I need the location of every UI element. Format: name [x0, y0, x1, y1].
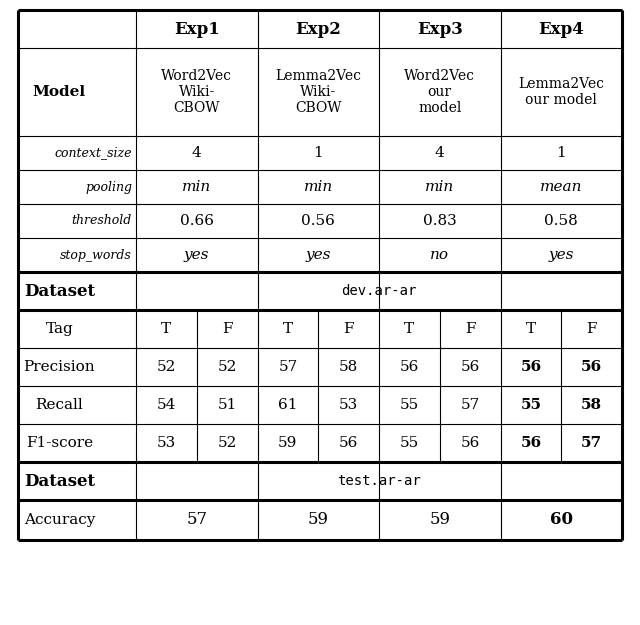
Text: 59: 59	[308, 511, 329, 529]
Text: 55: 55	[520, 398, 541, 412]
Text: 58: 58	[339, 360, 358, 374]
Text: 0.83: 0.83	[423, 214, 456, 228]
Text: F: F	[222, 322, 232, 336]
Text: 53: 53	[157, 436, 176, 450]
Text: F: F	[344, 322, 354, 336]
Text: 56: 56	[581, 360, 602, 374]
Text: Precision: Precision	[24, 360, 95, 374]
Text: test.ar-ar: test.ar-ar	[337, 474, 421, 488]
Text: 51: 51	[218, 398, 237, 412]
Text: 61: 61	[278, 398, 298, 412]
Text: threshold: threshold	[72, 214, 132, 228]
Text: 0.58: 0.58	[545, 214, 578, 228]
Text: Exp1: Exp1	[174, 21, 220, 38]
Text: stop_words: stop_words	[60, 249, 132, 261]
Text: 56: 56	[520, 436, 541, 450]
Text: min: min	[303, 180, 333, 194]
Text: Word2Vec
Wiki-
CBOW: Word2Vec Wiki- CBOW	[161, 69, 232, 115]
Text: Lemma2Vec
our model: Lemma2Vec our model	[518, 77, 604, 107]
Text: 52: 52	[218, 436, 237, 450]
Text: F: F	[465, 322, 476, 336]
Text: Exp2: Exp2	[295, 21, 341, 38]
Text: F: F	[586, 322, 597, 336]
Text: pooling: pooling	[85, 181, 132, 194]
Text: 0.66: 0.66	[180, 214, 214, 228]
Text: Lemma2Vec
Wiki-
CBOW: Lemma2Vec Wiki- CBOW	[275, 69, 361, 115]
Text: 52: 52	[218, 360, 237, 374]
Text: Tag: Tag	[45, 322, 73, 336]
Text: Exp4: Exp4	[538, 21, 584, 38]
Text: 56: 56	[460, 436, 480, 450]
Text: no: no	[430, 248, 449, 262]
Text: min: min	[425, 180, 454, 194]
Text: 1: 1	[314, 146, 323, 160]
Text: 0.56: 0.56	[301, 214, 335, 228]
Text: Accuracy: Accuracy	[24, 513, 95, 527]
Text: yes: yes	[184, 248, 209, 262]
Text: min: min	[182, 180, 211, 194]
Text: 58: 58	[581, 398, 602, 412]
Text: 55: 55	[400, 398, 419, 412]
Text: 56: 56	[400, 360, 419, 374]
Text: 59: 59	[429, 511, 451, 529]
Text: 60: 60	[550, 511, 573, 529]
Text: 56: 56	[460, 360, 480, 374]
Text: mean: mean	[540, 180, 582, 194]
Text: F1-score: F1-score	[26, 436, 93, 450]
Text: T: T	[404, 322, 415, 336]
Text: 53: 53	[339, 398, 358, 412]
Text: 59: 59	[278, 436, 298, 450]
Text: 57: 57	[186, 511, 207, 529]
Text: dev.ar-ar: dev.ar-ar	[341, 284, 417, 298]
Text: Exp3: Exp3	[417, 21, 463, 38]
Text: T: T	[526, 322, 536, 336]
Text: Dataset: Dataset	[24, 472, 95, 489]
Text: 54: 54	[157, 398, 176, 412]
Text: T: T	[283, 322, 293, 336]
Text: Dataset: Dataset	[24, 282, 95, 299]
Text: 55: 55	[400, 436, 419, 450]
Text: 57: 57	[278, 360, 298, 374]
Text: 56: 56	[339, 436, 358, 450]
Text: 52: 52	[157, 360, 176, 374]
Text: 4: 4	[192, 146, 202, 160]
Text: yes: yes	[305, 248, 331, 262]
Text: yes: yes	[548, 248, 574, 262]
Text: Recall: Recall	[35, 398, 83, 412]
Text: 4: 4	[435, 146, 445, 160]
Text: 57: 57	[581, 436, 602, 450]
Text: context_size: context_size	[54, 146, 132, 159]
Text: 56: 56	[520, 360, 541, 374]
Text: 1: 1	[556, 146, 566, 160]
Text: Word2Vec
our
model: Word2Vec our model	[404, 69, 476, 115]
Text: Model: Model	[33, 85, 86, 99]
Text: 57: 57	[461, 398, 480, 412]
Text: T: T	[161, 322, 172, 336]
